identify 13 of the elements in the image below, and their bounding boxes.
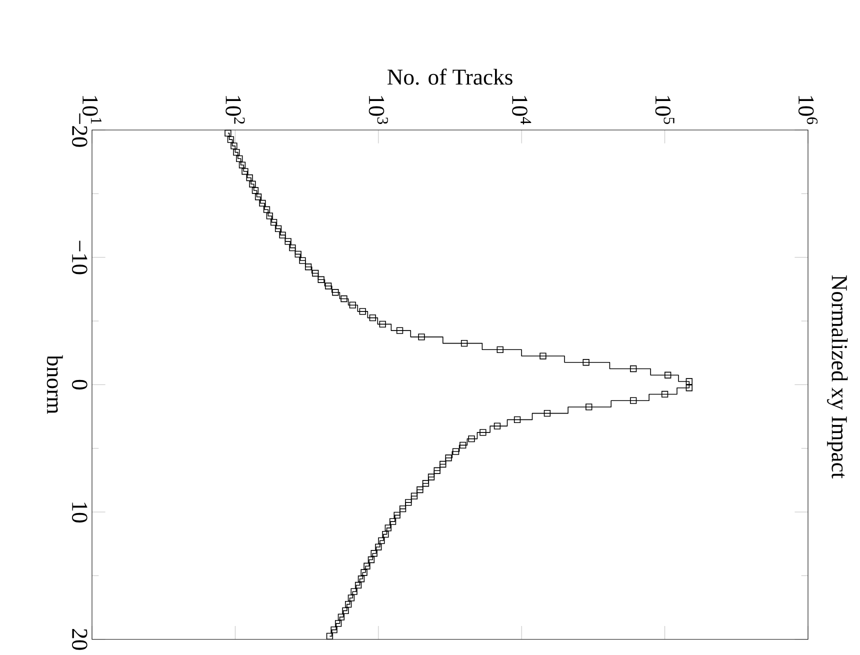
x-tick-label: 10$^{5}$	[655, 96, 674, 124]
x-axis-title: No. of Tracks	[387, 68, 512, 86]
y-tick-label: 0	[72, 380, 88, 390]
y-axis-title: bnorm	[46, 355, 63, 414]
x-tick-label: 10$^{6}$	[798, 96, 818, 124]
y-tick-label: −20	[72, 114, 88, 148]
text: Normalized xy Impact	[827, 276, 848, 479]
x-tick-label: 10$^{2}$	[226, 96, 245, 124]
x-tick-label: 10$^{4}$	[512, 96, 532, 125]
x-tick-label: 10$^{3}$	[368, 96, 388, 124]
y-tick-label: 10	[72, 502, 88, 523]
y-tick-label: −10	[72, 240, 88, 274]
y-tick-label: 20	[72, 629, 88, 650]
